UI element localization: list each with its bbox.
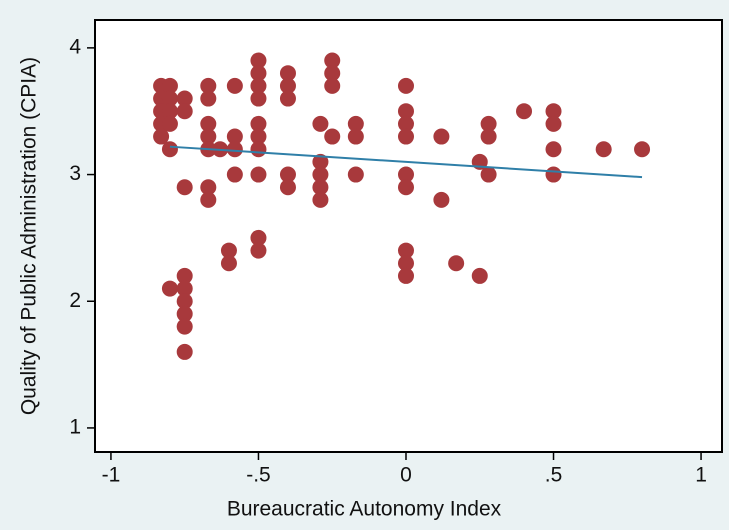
point: [397, 255, 414, 272]
point: [312, 191, 329, 208]
point: [397, 242, 414, 259]
point: [312, 179, 329, 196]
point: [634, 141, 651, 158]
point: [176, 293, 193, 310]
point: [279, 166, 296, 183]
point: [176, 103, 193, 120]
point: [347, 115, 364, 132]
point: [324, 65, 341, 82]
point: [176, 343, 193, 360]
point: [161, 103, 178, 120]
point: [176, 179, 193, 196]
x-tick-label: 1: [695, 464, 707, 487]
point: [397, 166, 414, 183]
y-axis-label: Quality of Public Administration (CPIA): [18, 57, 41, 415]
point: [279, 65, 296, 82]
point: [250, 242, 267, 259]
point: [545, 141, 562, 158]
y-tick-label: 3: [69, 162, 81, 185]
point: [347, 128, 364, 145]
point: [433, 191, 450, 208]
point: [480, 128, 497, 145]
point: [324, 77, 341, 94]
point: [250, 77, 267, 94]
point: [397, 115, 414, 132]
point: [312, 153, 329, 170]
point: [161, 77, 178, 94]
point: [153, 128, 170, 145]
x-tick-label: 0: [400, 464, 412, 487]
point: [250, 65, 267, 82]
point: [312, 115, 329, 132]
y-tick-label: 1: [69, 415, 81, 438]
point: [545, 166, 562, 183]
point: [161, 115, 178, 132]
point: [324, 128, 341, 145]
point: [279, 90, 296, 107]
point: [200, 179, 217, 196]
point: [480, 166, 497, 183]
point: [176, 267, 193, 284]
x-axis-label: Bureaucratic Autonomy Index: [227, 498, 502, 521]
x-tick-label: .5: [545, 464, 563, 487]
point: [220, 242, 237, 259]
point: [595, 141, 612, 158]
point: [516, 103, 533, 120]
point: [545, 103, 562, 120]
x-tick-label: -.5: [246, 464, 271, 487]
point: [448, 255, 465, 272]
y-tick-label: 4: [69, 35, 81, 58]
point: [176, 318, 193, 335]
point: [279, 77, 296, 94]
point: [312, 166, 329, 183]
point: [161, 141, 178, 158]
point: [200, 77, 217, 94]
point: [250, 166, 267, 183]
point: [176, 90, 193, 107]
point: [226, 166, 243, 183]
point: [433, 128, 450, 145]
point: [397, 179, 414, 196]
point: [250, 115, 267, 132]
point: [200, 128, 217, 145]
point: [226, 141, 243, 158]
point: [347, 166, 364, 183]
point: [226, 128, 243, 145]
fit-line: [169, 145, 643, 179]
point: [324, 52, 341, 69]
x-tick-label: -1: [102, 464, 121, 487]
y-tick-label: 2: [69, 289, 81, 312]
point: [250, 90, 267, 107]
point: [176, 280, 193, 297]
point: [220, 255, 237, 272]
point: [250, 141, 267, 158]
point: [226, 77, 243, 94]
point: [250, 128, 267, 145]
point: [545, 115, 562, 132]
point: [250, 229, 267, 246]
point: [200, 115, 217, 132]
point: [397, 103, 414, 120]
point: [200, 90, 217, 107]
point: [161, 280, 178, 297]
point: [397, 267, 414, 284]
point: [471, 267, 488, 284]
point: [279, 179, 296, 196]
point: [480, 115, 497, 132]
point: [250, 52, 267, 69]
point: [200, 191, 217, 208]
point: [397, 77, 414, 94]
point: [176, 305, 193, 322]
point: [397, 128, 414, 145]
point: [161, 90, 178, 107]
